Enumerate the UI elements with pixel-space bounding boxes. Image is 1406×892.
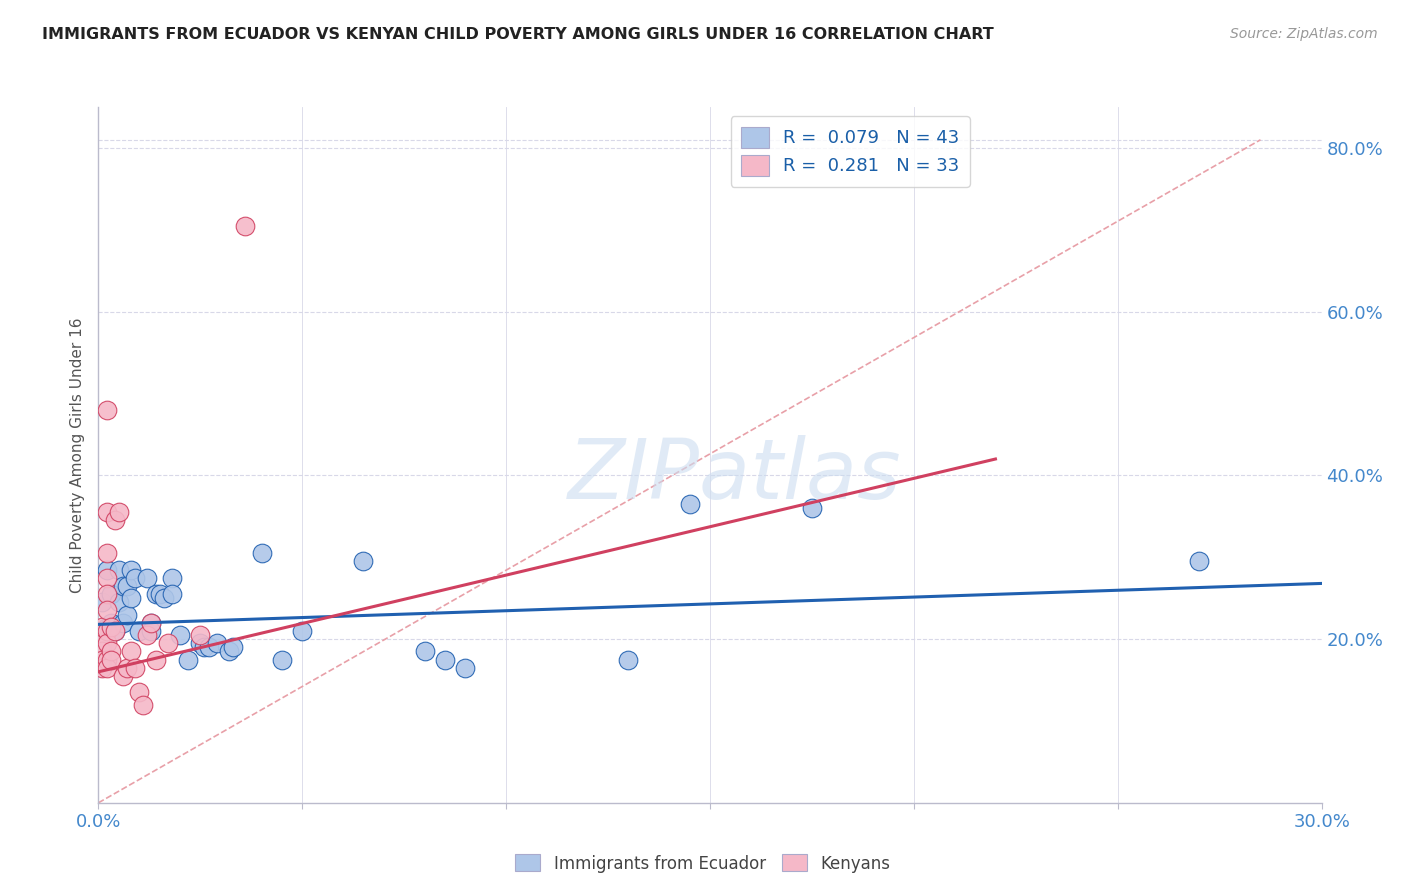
Point: [679, 497, 702, 511]
Point: [120, 562, 142, 576]
Point: [96, 620, 118, 634]
Point: [96, 624, 118, 638]
Point: [193, 640, 215, 655]
Point: [120, 644, 142, 658]
Point: [100, 587, 122, 601]
Point: [128, 685, 150, 699]
Point: [177, 652, 200, 666]
Point: [115, 607, 138, 622]
Point: [120, 591, 142, 606]
Point: [169, 628, 191, 642]
Point: [233, 219, 256, 233]
Point: [136, 628, 159, 642]
Point: [801, 501, 824, 516]
Point: [617, 652, 640, 666]
Point: [188, 628, 212, 642]
Point: [111, 579, 134, 593]
Point: [96, 571, 118, 585]
Point: [413, 644, 436, 658]
Point: [434, 652, 457, 666]
Point: [111, 669, 134, 683]
Text: Source: ZipAtlas.com: Source: ZipAtlas.com: [1230, 27, 1378, 41]
Point: [96, 562, 118, 576]
Text: IMMIGRANTS FROM ECUADOR VS KENYAN CHILD POVERTY AMONG GIRLS UNDER 16 CORRELATION: IMMIGRANTS FROM ECUADOR VS KENYAN CHILD …: [42, 27, 994, 42]
Point: [96, 661, 118, 675]
Point: [91, 644, 114, 658]
Point: [124, 571, 146, 585]
Point: [96, 403, 118, 417]
Point: [132, 698, 155, 712]
Point: [197, 640, 219, 655]
Point: [91, 652, 114, 666]
Legend: Immigrants from Ecuador, Kenyans: Immigrants from Ecuador, Kenyans: [509, 847, 897, 880]
Point: [205, 636, 228, 650]
Point: [454, 661, 477, 675]
Point: [1188, 554, 1211, 568]
Point: [141, 624, 163, 638]
Legend: R =  0.079   N = 43, R =  0.281   N = 33: R = 0.079 N = 43, R = 0.281 N = 33: [731, 116, 970, 186]
Point: [96, 636, 118, 650]
Point: [188, 636, 212, 650]
Point: [104, 513, 127, 527]
Point: [96, 546, 118, 560]
Point: [250, 546, 273, 560]
Point: [160, 571, 183, 585]
Point: [136, 571, 159, 585]
Point: [91, 595, 114, 609]
Point: [352, 554, 374, 568]
Point: [108, 505, 131, 519]
Point: [145, 652, 167, 666]
Point: [108, 595, 131, 609]
Y-axis label: Child Poverty Among Girls Under 16: Child Poverty Among Girls Under 16: [69, 318, 84, 592]
Point: [91, 636, 114, 650]
Point: [124, 661, 146, 675]
Point: [100, 620, 122, 634]
Point: [91, 661, 114, 675]
Point: [145, 587, 167, 601]
Point: [270, 652, 294, 666]
Text: ZIPatlas: ZIPatlas: [568, 435, 901, 516]
Point: [149, 587, 172, 601]
Point: [96, 603, 118, 617]
Point: [104, 624, 127, 638]
Point: [100, 644, 122, 658]
Point: [104, 624, 127, 638]
Point: [115, 661, 138, 675]
Point: [96, 587, 118, 601]
Point: [128, 624, 150, 638]
Point: [108, 562, 131, 576]
Point: [96, 652, 118, 666]
Point: [160, 587, 183, 601]
Point: [156, 636, 179, 650]
Point: [115, 579, 138, 593]
Point: [100, 615, 122, 630]
Point: [291, 624, 314, 638]
Point: [100, 652, 122, 666]
Point: [152, 591, 174, 606]
Point: [141, 615, 163, 630]
Point: [218, 644, 240, 658]
Point: [222, 640, 245, 655]
Point: [141, 615, 163, 630]
Point: [91, 620, 114, 634]
Point: [111, 615, 134, 630]
Point: [96, 505, 118, 519]
